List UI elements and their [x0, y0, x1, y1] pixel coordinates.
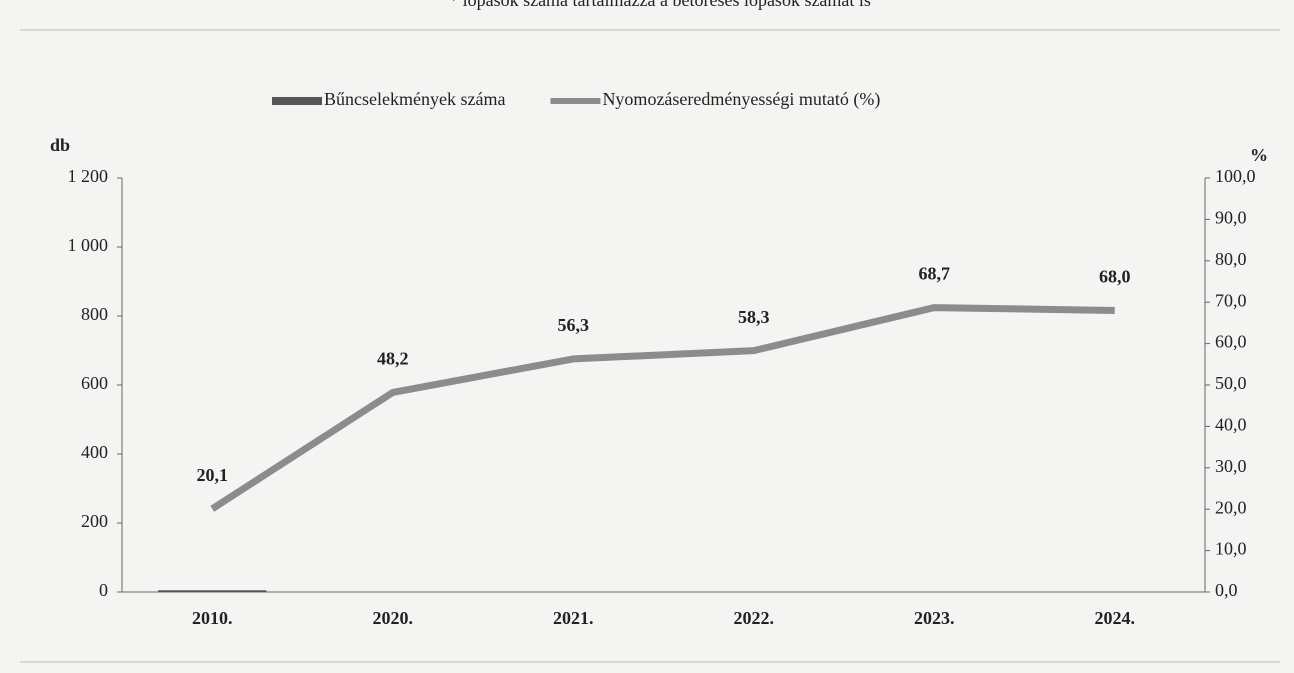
x-tick-label: 2010.	[192, 608, 233, 628]
x-tick-label: 2024.	[1095, 608, 1136, 628]
legend-label: Nyomozáseredményességi mutató (%)	[602, 89, 880, 110]
y-axis-label: db	[50, 135, 70, 155]
y-tick-label: 1 200	[68, 166, 109, 186]
bar	[158, 590, 267, 592]
data-label: 58,3	[738, 307, 770, 327]
legend-swatch	[272, 97, 322, 105]
y2-tick-label: 20,0	[1215, 497, 1247, 517]
y2-tick-label: 0,0	[1215, 580, 1238, 600]
data-label: 20,1	[197, 465, 229, 485]
x-tick-label: 2021.	[553, 608, 594, 628]
x-tick-label: 2023.	[914, 608, 955, 628]
data-label: 48,2	[377, 349, 409, 369]
y-tick-label: 800	[81, 304, 108, 324]
y-tick-label: 400	[81, 442, 108, 462]
y-tick-label: 200	[81, 511, 108, 531]
y2-tick-label: 50,0	[1215, 373, 1247, 393]
y2-tick-label: 90,0	[1215, 208, 1247, 228]
y2-tick-label: 40,0	[1215, 415, 1247, 435]
y2-tick-label: 30,0	[1215, 456, 1247, 476]
y2-tick-label: 100,0	[1215, 166, 1256, 186]
y2-tick-label: 60,0	[1215, 332, 1247, 352]
note: * lopások száma tartalmazza a betöréses …	[449, 0, 871, 10]
y-tick-label: 0	[99, 580, 108, 600]
y2-tick-label: 80,0	[1215, 249, 1247, 269]
data-label: 68,7	[919, 264, 951, 284]
x-tick-label: 2020.	[373, 608, 414, 628]
data-label: 56,3	[558, 315, 590, 335]
y-tick-label: 600	[81, 373, 108, 393]
y2-axis-label: %	[1250, 145, 1268, 165]
line	[210, 304, 1115, 512]
legend-label: Bűncselekmények száma	[324, 89, 505, 109]
data-label: 68,0	[1099, 267, 1131, 287]
y2-tick-label: 70,0	[1215, 290, 1247, 310]
y2-tick-label: 10,0	[1215, 539, 1247, 559]
y-tick-label: 1 000	[68, 235, 109, 255]
x-tick-label: 2022.	[734, 608, 775, 628]
